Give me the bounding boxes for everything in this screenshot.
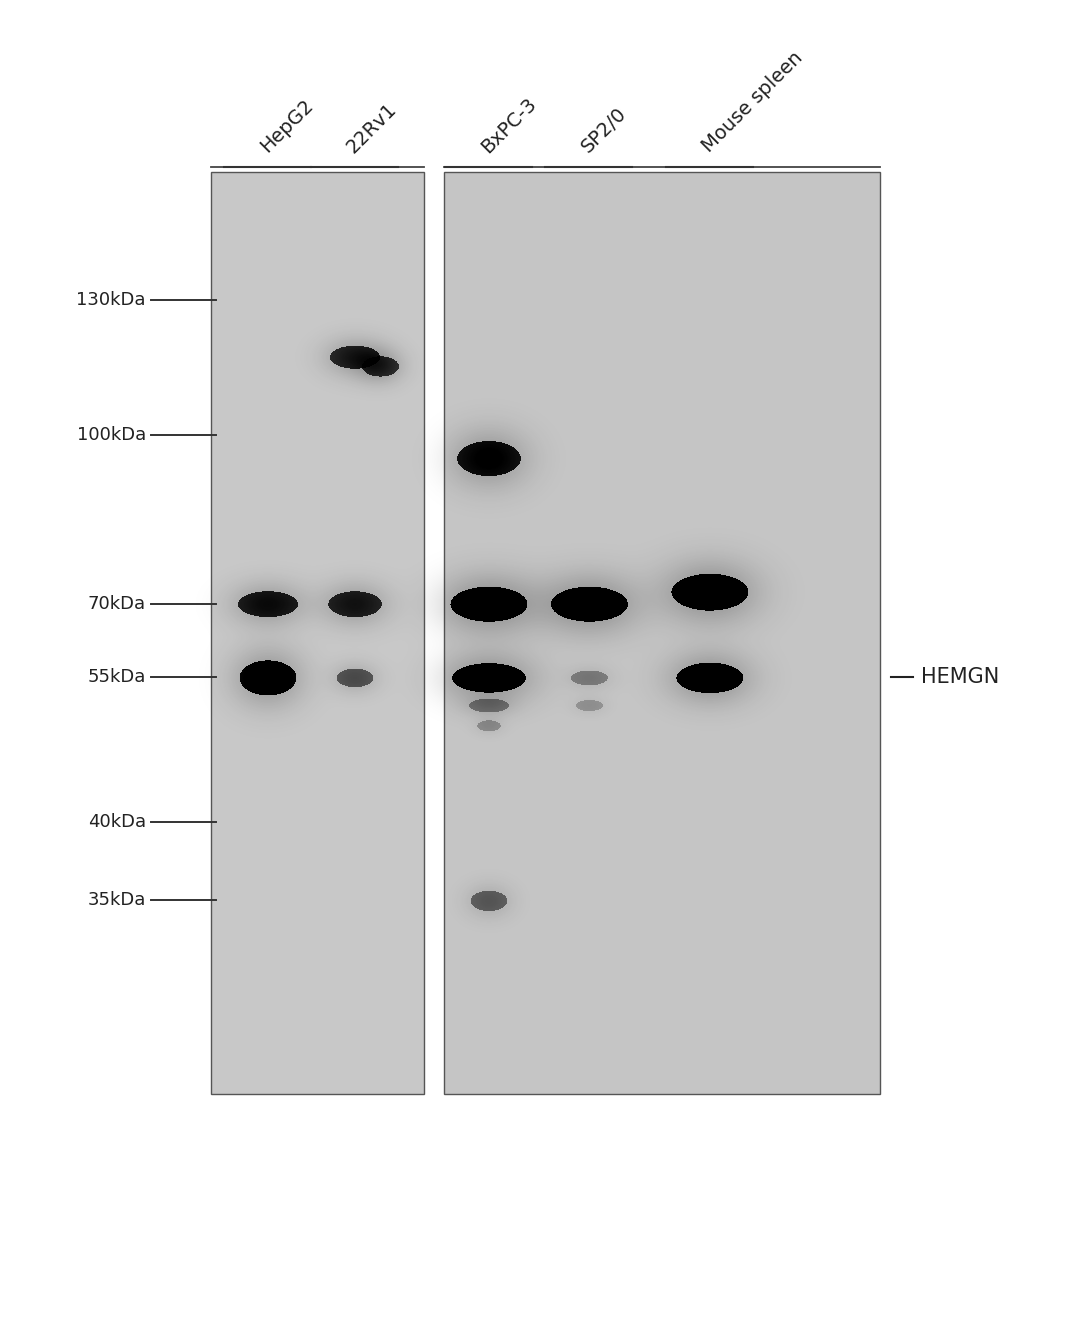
Text: BxPC-3: BxPC-3 bbox=[477, 94, 540, 156]
Bar bbox=[211, 172, 423, 1094]
Text: HEMGN: HEMGN bbox=[921, 667, 999, 687]
Text: HepG2: HepG2 bbox=[256, 95, 316, 156]
Text: 70kDa: 70kDa bbox=[87, 594, 146, 613]
Text: 40kDa: 40kDa bbox=[87, 813, 146, 831]
Text: 130kDa: 130kDa bbox=[77, 290, 146, 309]
Text: 22Rv1: 22Rv1 bbox=[343, 99, 401, 156]
Text: Mouse spleen: Mouse spleen bbox=[698, 49, 806, 156]
Text: 100kDa: 100kDa bbox=[77, 426, 146, 444]
Text: 35kDa: 35kDa bbox=[87, 891, 146, 910]
Text: SP2/0: SP2/0 bbox=[578, 103, 630, 156]
Text: 55kDa: 55kDa bbox=[87, 668, 146, 687]
Bar bbox=[444, 172, 880, 1094]
